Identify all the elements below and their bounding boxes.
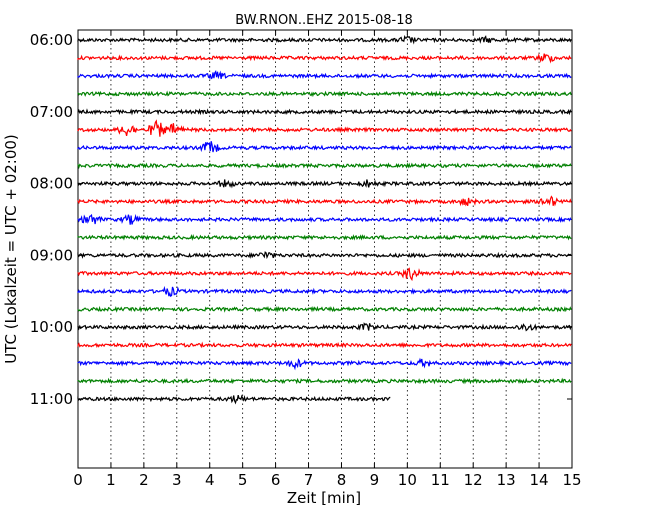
x-tick-label: 7 bbox=[304, 471, 314, 489]
trace-0930 bbox=[77, 285, 572, 298]
trace-0700 bbox=[77, 108, 572, 116]
y-tick-label: 08:00 bbox=[30, 175, 73, 193]
trace-0915 bbox=[77, 267, 572, 282]
x-tick-label: 6 bbox=[271, 471, 281, 489]
trace-0645 bbox=[77, 90, 572, 98]
trace-1100 bbox=[77, 394, 391, 405]
trace-0845 bbox=[77, 234, 572, 241]
trace-0945 bbox=[77, 305, 572, 313]
y-tick-label: 10:00 bbox=[30, 318, 73, 336]
y-axis-label: UTC (Lokalzeit = UTC + 02:00) bbox=[2, 134, 20, 364]
y-tick-label: 11:00 bbox=[30, 390, 73, 408]
trace-1030 bbox=[77, 357, 572, 371]
trace-1015 bbox=[77, 341, 572, 349]
x-tick-label: 11 bbox=[431, 471, 450, 489]
plot-frame bbox=[77, 29, 573, 469]
trace-0900 bbox=[77, 251, 572, 260]
x-tick-label: 0 bbox=[73, 471, 83, 489]
x-axis-ticks: 0 1 2 3 4 5 6 7 8 9 10 11 12 13 14 15 bbox=[73, 30, 582, 489]
trace-0600 bbox=[77, 35, 572, 45]
trace-0830 bbox=[77, 213, 572, 225]
x-tick-label: 10 bbox=[398, 471, 417, 489]
y-axis-ticks: 06:00 07:00 08:00 09:00 10:00 11:00 bbox=[30, 31, 572, 408]
y-tick-label: 06:00 bbox=[30, 31, 73, 49]
seismic-traces bbox=[77, 35, 572, 405]
x-tick-label: 2 bbox=[139, 471, 149, 489]
trace-1000 bbox=[77, 322, 572, 332]
x-tick-label: 13 bbox=[497, 471, 516, 489]
x-tick-label: 4 bbox=[205, 471, 215, 489]
trace-0745 bbox=[77, 162, 572, 170]
x-tick-label: 9 bbox=[370, 471, 380, 489]
trace-0615 bbox=[77, 53, 572, 64]
trace-1045 bbox=[77, 377, 572, 385]
x-tick-label: 3 bbox=[172, 471, 182, 489]
x-tick-label: 15 bbox=[562, 471, 581, 489]
trace-0730 bbox=[77, 141, 572, 153]
x-tick-label: 12 bbox=[464, 471, 483, 489]
x-tick-label: 14 bbox=[530, 471, 549, 489]
chart-title: BW.RNON..EHZ 2015-08-18 bbox=[235, 13, 413, 28]
trace-0815 bbox=[77, 195, 572, 207]
trace-0715 bbox=[77, 119, 572, 137]
y-tick-label: 09:00 bbox=[30, 246, 73, 264]
x-tick-label: 5 bbox=[238, 471, 248, 489]
x-tick-label: 1 bbox=[106, 471, 116, 489]
x-tick-label: 8 bbox=[337, 471, 347, 489]
trace-0800 bbox=[77, 179, 572, 189]
x-axis-label: Zeit [min] bbox=[287, 489, 361, 507]
vertical-grid bbox=[110, 30, 540, 468]
y-tick-label: 07:00 bbox=[30, 103, 73, 121]
trace-0630 bbox=[77, 70, 572, 80]
